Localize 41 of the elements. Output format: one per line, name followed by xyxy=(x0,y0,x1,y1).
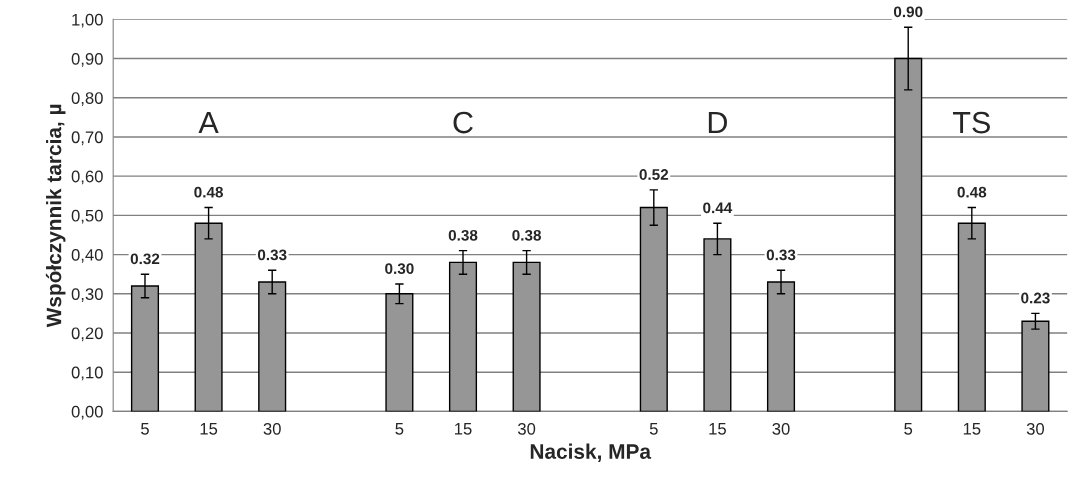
data-label: 0.48 xyxy=(957,186,987,198)
x-tick-label: 5 xyxy=(904,423,913,435)
data-label: 0.38 xyxy=(512,229,541,241)
data-label: 0.33 xyxy=(257,249,287,261)
y-tick-label: 0,80 xyxy=(71,92,103,106)
x-tick-label: 30 xyxy=(263,422,281,435)
y-tick-label: 0,40 xyxy=(71,248,103,263)
x-tick-label: 5 xyxy=(649,423,658,435)
y-tick-label: 0,50 xyxy=(71,209,103,224)
annotation: TS xyxy=(952,111,990,134)
y-tick-label: 0,60 xyxy=(71,170,103,185)
data-label: 0.32 xyxy=(130,253,160,265)
annotation: A xyxy=(198,112,219,134)
x-tick-label: 5 xyxy=(395,423,404,435)
x-tick-label: 15 xyxy=(709,423,726,435)
x-axis-title: Nacisk, MPa xyxy=(530,443,652,462)
y-tick-label: 0,30 xyxy=(71,288,103,302)
data-label: 0.23 xyxy=(1021,292,1050,304)
y-tick-label: 1,00 xyxy=(72,13,103,28)
data-label: 0.52 xyxy=(639,169,669,180)
x-tick-label: 15 xyxy=(963,423,981,435)
data-label: 0.90 xyxy=(893,6,923,18)
x-tick-label: 30 xyxy=(1026,422,1045,435)
y-tick-label: 0,20 xyxy=(71,327,103,342)
y-tick-label: 0,10 xyxy=(71,366,103,381)
data-label: 0.38 xyxy=(448,229,478,241)
x-tick-label: 30 xyxy=(772,422,790,435)
y-tick-label: 0,00 xyxy=(71,405,103,420)
data-label: 0.44 xyxy=(703,202,733,214)
data-label: 0.30 xyxy=(385,263,414,275)
data-label: 0.48 xyxy=(194,186,223,198)
x-tick-label: 5 xyxy=(141,423,149,435)
y-axis-title: Współczynnik tarcia, µ xyxy=(45,104,66,328)
data-label: 0.33 xyxy=(766,249,796,261)
x-tick-label: 15 xyxy=(455,423,472,435)
y-tick-label: 0,70 xyxy=(71,131,103,146)
annotation: D xyxy=(708,112,727,134)
x-tick-label: 30 xyxy=(517,422,536,435)
x-tick-label: 15 xyxy=(200,423,218,435)
y-tick-label: 0,90 xyxy=(71,52,103,67)
annotation: C xyxy=(453,111,473,134)
